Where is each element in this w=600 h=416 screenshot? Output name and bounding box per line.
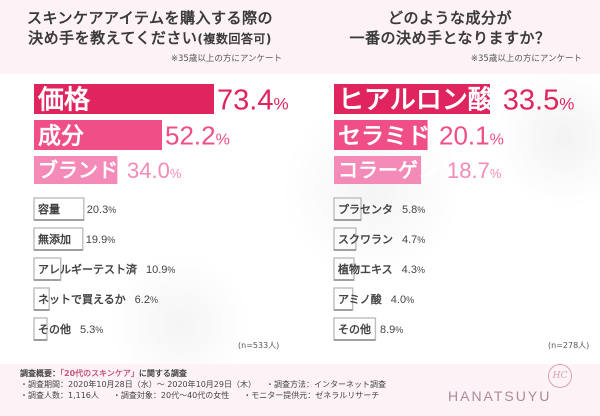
left-value-unit: % xyxy=(107,235,115,245)
survey-period: ・調査期間：2020年10月28日（水）～ 2020年10月29日（木） xyxy=(20,380,252,389)
left-value-label: 5.3% xyxy=(80,324,103,336)
left-value-label: 6.2% xyxy=(135,294,158,306)
left-value-label: 34.0% xyxy=(127,158,182,183)
left-value-unit: % xyxy=(150,295,158,305)
right-bar-group: ヒアルロン酸 33.5% xyxy=(334,84,574,116)
right-bar-group: プラセンタ 5.8% xyxy=(333,197,425,221)
right-value-label: 4.3% xyxy=(402,264,425,276)
brand-logo-icon: HC xyxy=(548,364,572,388)
left-value-unit: % xyxy=(167,265,175,275)
brand: HC HANATSUYU xyxy=(448,364,588,406)
left-category-label: アレルギーテスト済 xyxy=(38,262,138,276)
left-category-label: 無添加 xyxy=(38,232,71,246)
right-bar-group: スクワラン 4.7% xyxy=(333,227,425,251)
left-value-label: 19.9% xyxy=(86,234,115,246)
survey-title-quote: 「20代のスキンケア」 xyxy=(60,369,139,378)
right-chart-title: どのような成分が 一番の決め手となりますか？ xyxy=(300,8,600,48)
right-value-label: 18.7% xyxy=(447,158,502,183)
left-bar-chart: 価格 73.4% 成分 52.2% ブランド 34.0% 容量 20.3% 無添加 19.9% アレ… xyxy=(33,84,304,354)
left-bar-group: 価格 73.4% xyxy=(34,84,289,116)
left-value-label: 10.9% xyxy=(146,264,175,276)
right-value-unit: % xyxy=(395,325,403,335)
right-value-unit: % xyxy=(406,295,414,305)
right-value-unit: % xyxy=(417,235,425,245)
right-category-label: ヒアルロン酸 xyxy=(338,85,495,115)
survey-summary: 調査概要：「20代のスキンケア」に関する調査 ・調査期間：2020年10月28日… xyxy=(20,368,400,401)
right-value-label: 20.1% xyxy=(439,120,504,150)
left-value-label: 20.3% xyxy=(87,204,116,216)
left-value-label: 52.2% xyxy=(165,120,230,150)
right-value-unit: % xyxy=(417,205,425,215)
right-category-label: アミノ酸 xyxy=(338,292,383,306)
right-title-line1: どのような成分が xyxy=(387,9,512,27)
left-chart-svg: 価格 73.4% 成分 52.2% ブランド 34.0% 容量 20.3% 無添加 19.9% アレ… xyxy=(33,84,289,341)
right-chart-svg: ヒアルロン酸 33.5% セラミド 20.1%コラーゲン 18.7% プラセンタ 5.8% ス… xyxy=(333,84,574,341)
right-value-unit: % xyxy=(490,131,504,148)
right-value-label: 4.0% xyxy=(391,294,414,306)
left-category-label: 成分 xyxy=(38,123,84,149)
left-bar-group: 成分 52.2% xyxy=(34,120,230,150)
left-value-unit: % xyxy=(95,325,103,335)
right-category-label: スクワラン xyxy=(338,233,393,246)
right-value-unit: % xyxy=(559,94,574,113)
right-bar xyxy=(334,84,490,114)
left-title-line2: 決め手を教えてください xyxy=(28,29,198,47)
right-value-label: 4.7% xyxy=(402,234,425,246)
survey-people: ・調査人数：1,116人 xyxy=(20,391,99,400)
right-title-line2: 一番の決め手となりますか？ xyxy=(349,29,551,47)
right-bar-group: その他 8.9% xyxy=(333,317,403,341)
left-category-label: 容量 xyxy=(37,202,60,216)
left-bar xyxy=(34,120,163,150)
left-bar-group: 容量 20.3% xyxy=(33,197,116,221)
right-bar-group: アミノ酸 4.0% xyxy=(333,287,414,311)
left-bar-group: 無添加 19.9% xyxy=(33,227,115,251)
right-value-label: 8.9% xyxy=(380,324,403,336)
left-bar-group: アレルギーテスト済 10.9% xyxy=(33,257,175,281)
right-category-label: 植物エキス xyxy=(337,262,393,276)
left-sample-size: (n=533人) xyxy=(238,341,280,350)
left-category-label: その他 xyxy=(38,322,71,336)
right-bar-group: セラミド 20.1% xyxy=(334,120,504,150)
left-category-label: ネットで買えるか xyxy=(38,293,126,306)
survey-title-tail: に関する調査 xyxy=(138,369,187,378)
brand-name: HANATSUYU xyxy=(448,388,552,404)
right-bar-group: コラーゲン 18.7% xyxy=(334,156,502,184)
right-note: ※35歳以上の方にアンケート xyxy=(470,54,582,64)
left-value-unit: % xyxy=(170,166,182,181)
left-title-line1: スキンケアアイテムを購入する際の xyxy=(26,9,274,27)
left-category-label: ブランド xyxy=(38,158,118,182)
right-sample-size: (n=278人) xyxy=(548,341,590,350)
right-bar-chart: ヒアルロン酸 33.5% セラミド 20.1% コラーゲン 18.7% プラセンタ 5.8% ス… xyxy=(333,84,594,354)
left-chart-title: スキンケアアイテムを購入する際の 決め手を教えてください(複数回答可) xyxy=(0,8,300,49)
left-title-line2-small: (複数回答可) xyxy=(197,32,272,46)
left-bar-group: その他 5.3% xyxy=(33,317,103,341)
left-value-unit: % xyxy=(108,205,116,215)
footer-band xyxy=(0,364,600,416)
left-bar-group: ネットで買えるか 6.2% xyxy=(33,287,158,311)
right-bar xyxy=(334,120,428,150)
left-value-unit: % xyxy=(216,131,230,148)
right-bar xyxy=(334,156,422,184)
survey-title: 調査概要： xyxy=(20,369,60,378)
left-bar xyxy=(34,156,118,184)
left-category-label: 価格 xyxy=(37,84,91,115)
right-category-label: その他 xyxy=(338,322,371,336)
right-bar-group: 植物エキス 4.3% xyxy=(333,257,425,281)
right-value-unit: % xyxy=(417,265,425,275)
survey-method: ・調査方法：インターネット調査 xyxy=(265,380,386,389)
survey-target: ・調査対象：20代～40代の女性 xyxy=(112,391,230,400)
right-category-label: コラーゲン xyxy=(338,158,438,182)
left-bar-group: ブランド 34.0% xyxy=(34,156,182,184)
left-value-label: 73.4% xyxy=(217,84,289,116)
right-value-label: 33.5% xyxy=(503,84,575,116)
right-value-unit: % xyxy=(490,166,502,181)
right-category-label: プラセンタ xyxy=(338,202,393,216)
survey-monitor: ・モニター提供元：ゼネラルリサーチ xyxy=(243,391,380,400)
left-value-unit: % xyxy=(273,94,288,113)
header-band xyxy=(0,0,600,74)
right-value-label: 5.8% xyxy=(402,204,425,216)
left-bar xyxy=(34,84,214,114)
right-category-label: セラミド xyxy=(338,123,430,149)
left-note: ※35歳以上の方にアンケート xyxy=(170,54,282,64)
